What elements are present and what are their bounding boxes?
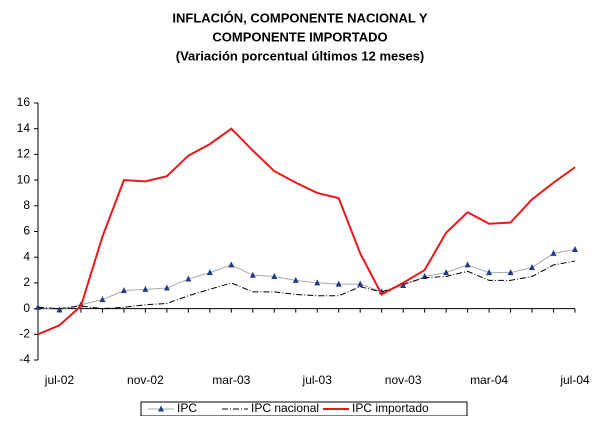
y-tick-label: -4: [19, 352, 30, 366]
series-line: [37, 248, 576, 311]
legend-marker: [158, 405, 164, 412]
marker: [56, 306, 63, 313]
x-tick-label: nov-02: [127, 373, 164, 387]
marker: [529, 263, 536, 270]
marker: [572, 245, 578, 252]
marker: [228, 261, 235, 268]
x-tick-label: jul-04: [559, 373, 590, 387]
x-tick-label: mar-03: [212, 373, 250, 387]
marker: [35, 303, 41, 310]
marker: [400, 281, 407, 288]
series-line: [37, 260, 576, 310]
marker: [486, 269, 493, 276]
marker: [185, 275, 192, 282]
marker: [314, 279, 321, 286]
chart-title: INFLACIÓN, COMPONENTE NACIONAL Y: [172, 10, 428, 25]
marker: [163, 284, 170, 291]
y-tick-label: 4: [23, 249, 30, 263]
x-tick-label: nov-03: [385, 373, 422, 387]
y-tick-label: 16: [17, 95, 31, 109]
y-tick-label: 8: [23, 198, 30, 212]
marker: [206, 269, 213, 276]
x-tick-label: jul-02: [44, 373, 75, 387]
y-tick-label: 6: [23, 224, 30, 238]
y-tick-label: 0: [23, 301, 30, 315]
marker: [120, 287, 127, 294]
marker: [271, 272, 278, 279]
marker: [292, 276, 299, 283]
series-line: [37, 127, 576, 336]
marker: [249, 271, 256, 278]
y-tick-label: 2: [23, 275, 30, 289]
y-tick-label: 12: [17, 147, 31, 161]
y-tick-label: 10: [17, 172, 31, 186]
legend-label: IPC: [177, 401, 197, 415]
x-tick-label: mar-04: [470, 373, 508, 387]
marker: [550, 249, 557, 256]
x-tick-label: jul-03: [302, 373, 333, 387]
marker: [99, 296, 106, 303]
legend-label: IPC nacional: [251, 401, 319, 415]
marker: [142, 285, 149, 292]
y-tick-label: 14: [17, 121, 31, 135]
marker: [464, 261, 471, 268]
marker: [357, 280, 364, 287]
y-tick-label: -2: [19, 326, 30, 340]
chart-title: COMPONENTE IMPORTADO: [212, 29, 387, 44]
marker: [443, 269, 450, 276]
legend-label: IPC importado: [352, 401, 429, 415]
marker: [507, 269, 514, 276]
chart-title: (Variación porcentual últimos 12 meses): [176, 48, 425, 63]
marker: [335, 280, 342, 287]
